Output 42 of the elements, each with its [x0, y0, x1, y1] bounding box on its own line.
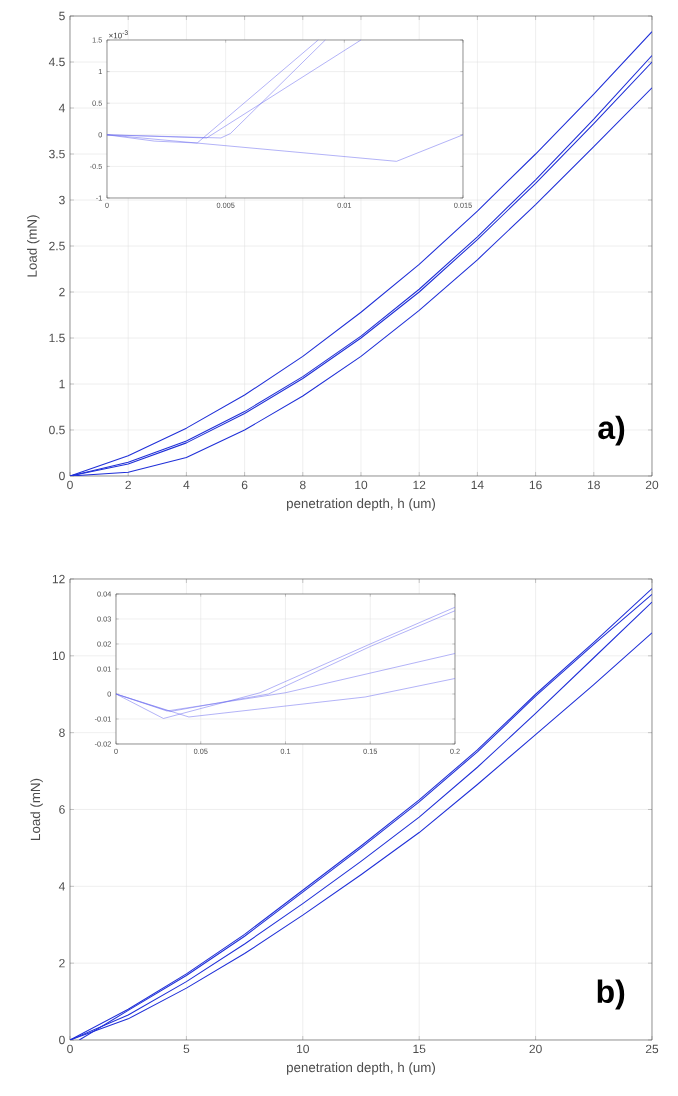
- y-tick-label: 2: [59, 287, 65, 297]
- x-tick-label: 12: [413, 480, 426, 490]
- x-tick-label: 16: [529, 480, 542, 490]
- x-tick-label: 10: [297, 1044, 309, 1054]
- x-tick-label: 10: [355, 480, 368, 490]
- x-tick-label: 0: [67, 480, 73, 490]
- annotation: b): [597, 979, 625, 1010]
- x-tick-label: 20: [645, 480, 659, 490]
- x-tick-label: 14: [471, 480, 484, 489]
- x-tick-label: 2: [125, 480, 131, 490]
- x-tick-label: 20: [529, 1044, 542, 1054]
- y-tick-label: 10: [52, 651, 65, 661]
- y-tick-label: 0: [59, 1035, 65, 1045]
- y-tick-label: 3.5: [49, 149, 65, 159]
- y-tick-label: 1: [59, 379, 65, 389]
- annotation: ×10$^{-3}$: [109, 30, 128, 39]
- x-tick-label: 25: [645, 1044, 659, 1054]
- x-tick-label: 8: [299, 480, 306, 490]
- y-tick-label: 4: [58, 882, 65, 891]
- y-tick-label: 12: [52, 574, 65, 584]
- y-tick-label: 2.5: [49, 241, 65, 251]
- x-tick-label: 4: [183, 480, 190, 489]
- x-axis-title: penetration depth, h (um): [286, 498, 435, 511]
- y-tick-label: 3: [59, 195, 65, 205]
- x-axis-title: penetration depth, h (um): [286, 1062, 435, 1075]
- x-tick-label: 0: [67, 1044, 73, 1054]
- y-tick-label: 2: [59, 958, 65, 968]
- y-axis-title: Load (mN): [30, 778, 43, 840]
- y-tick-label: 4: [58, 103, 65, 113]
- y-tick-label: 0.5: [49, 425, 65, 435]
- y-tick-label: 5: [59, 11, 65, 21]
- x-tick-label: 6: [241, 480, 248, 490]
- y-tick-label: 8: [59, 728, 65, 737]
- x-tick-label: 18: [588, 480, 600, 490]
- y-tick-label: 1.5: [49, 333, 65, 343]
- y-tick-label: 4.5: [48, 57, 65, 67]
- y-tick-label: 0: [59, 471, 65, 481]
- annotation: a): [598, 415, 625, 446]
- x-tick-label: 15: [413, 1044, 426, 1054]
- y-axis-title: Load (mN): [27, 215, 40, 277]
- y-tick-label: 6: [59, 805, 65, 814]
- x-tick-label: 5: [183, 1044, 190, 1054]
